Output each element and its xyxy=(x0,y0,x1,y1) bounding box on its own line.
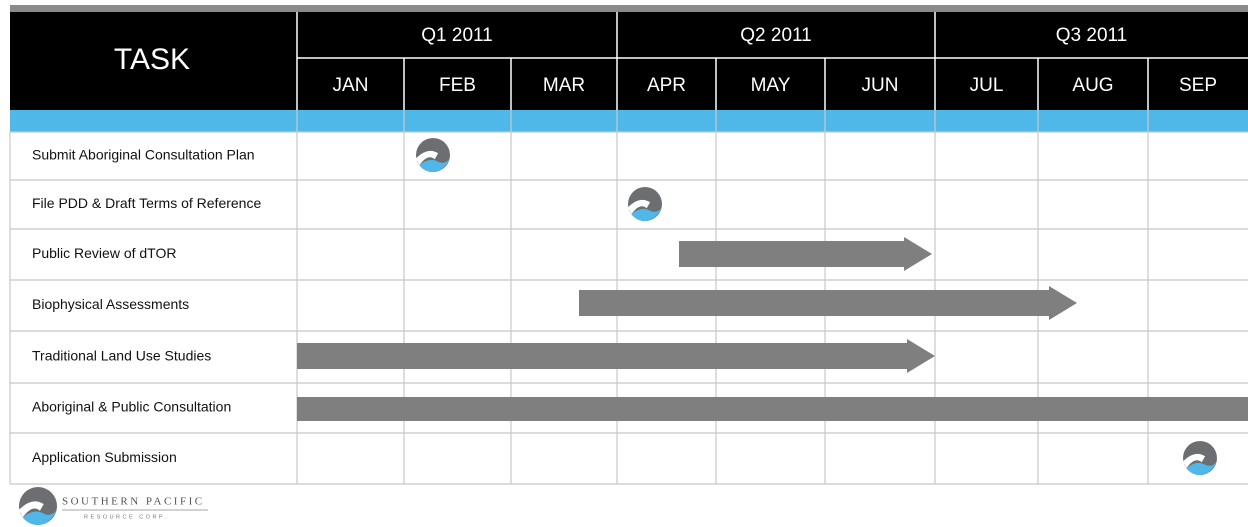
month-label: SEP xyxy=(1179,75,1217,96)
task-bar xyxy=(297,397,1248,421)
task-label: Application Submission xyxy=(32,449,177,465)
icon-swoosh-white xyxy=(1183,453,1206,469)
icon-swoosh-blue xyxy=(1186,461,1217,475)
task-label: Public Review of dTOR xyxy=(32,245,176,261)
top-border xyxy=(10,5,1248,12)
task-label: Biophysical Assessments xyxy=(32,296,189,312)
task-label: Traditional Land Use Studies xyxy=(32,348,211,364)
quarter-label: Q3 2011 xyxy=(1056,25,1127,46)
icon-swoosh-blue xyxy=(419,158,450,172)
month-label: APR xyxy=(647,75,686,96)
task-arrow xyxy=(297,339,935,373)
month-label: MAY xyxy=(751,75,791,96)
logo-name: SOUTHERN PACIFIC xyxy=(62,496,205,508)
month-label: MAR xyxy=(543,75,585,96)
icon-swoosh-blue xyxy=(631,207,662,221)
month-label: FEB xyxy=(439,75,476,96)
quarter-label: Q2 2011 xyxy=(740,25,811,46)
month-label: JUL xyxy=(970,75,1004,96)
icon-swoosh-blue xyxy=(22,509,57,525)
quarter-label: Q1 2011 xyxy=(421,25,492,46)
icon-swoosh-white xyxy=(416,150,439,166)
header-stripe xyxy=(10,110,1248,132)
task-arrow xyxy=(679,237,932,271)
milestone-icon xyxy=(1183,441,1217,475)
task-label: File PDD & Draft Terms of Reference xyxy=(32,195,261,211)
icon-swoosh-white xyxy=(628,199,651,215)
task-label: Aboriginal & Public Consultation xyxy=(32,399,231,415)
task-label: Submit Aboriginal Consultation Plan xyxy=(32,147,255,163)
milestone-icon xyxy=(416,138,450,172)
logo-subtitle: RESOURCE CORP. xyxy=(84,514,168,520)
month-label: JUN xyxy=(862,75,899,96)
milestone-icon xyxy=(628,187,662,221)
month-label: AUG xyxy=(1072,75,1113,96)
task-header: TASK xyxy=(114,43,190,76)
milestone-icon xyxy=(19,487,57,525)
task-arrow xyxy=(579,286,1077,320)
header-background xyxy=(10,12,1248,110)
month-label: JAN xyxy=(333,75,369,96)
icon-swoosh-white xyxy=(19,501,44,518)
